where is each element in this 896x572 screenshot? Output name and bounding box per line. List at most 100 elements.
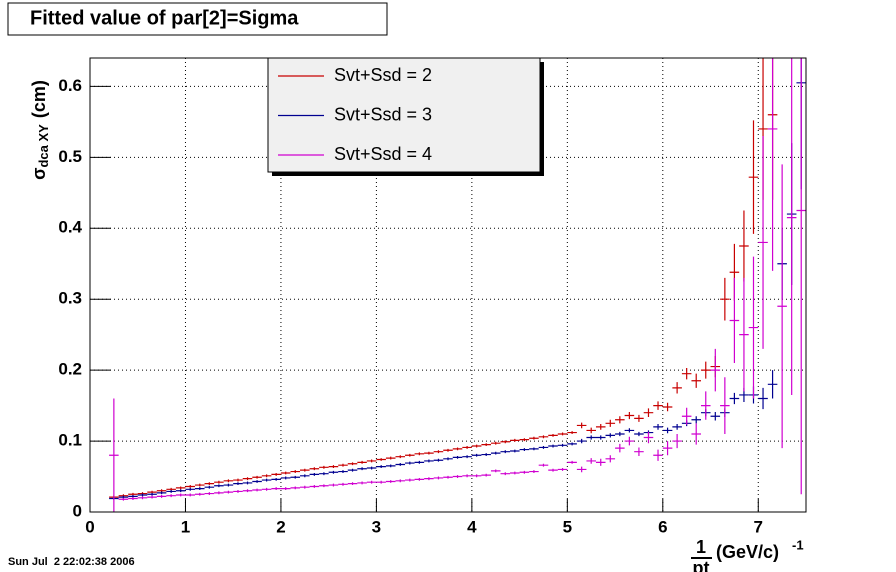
data-point (490, 469, 501, 473)
data-point (443, 457, 453, 461)
data-point (242, 489, 253, 493)
data-point (653, 401, 663, 410)
data-point (252, 475, 262, 479)
data-point (414, 460, 425, 464)
data-point (137, 496, 148, 500)
x-tick-label: 5 (563, 517, 572, 536)
data-point (405, 461, 415, 465)
data-point (376, 458, 386, 461)
data-point (385, 480, 396, 483)
data-point (109, 398, 119, 512)
data-point (233, 490, 243, 493)
data-point (338, 463, 348, 467)
data-point (471, 453, 482, 457)
x-tick-label: 7 (754, 517, 763, 536)
data-point (567, 442, 577, 446)
data-point (481, 453, 491, 456)
data-point (586, 458, 596, 464)
data-point (280, 471, 291, 475)
data-point (376, 480, 386, 484)
data-point (252, 480, 262, 483)
data-point (796, 58, 806, 495)
data-point (185, 485, 196, 488)
data-point (405, 453, 415, 457)
data-point (242, 481, 253, 485)
data-point (500, 472, 511, 476)
data-point (538, 463, 549, 467)
data-point (595, 458, 606, 466)
data-point (643, 431, 654, 444)
data-point (452, 475, 463, 478)
data-point (557, 443, 568, 447)
y-axis-label: σdca XY (cm) (29, 80, 52, 180)
data-point (548, 433, 558, 437)
x-tick-label: 1 (181, 517, 190, 536)
data-point (510, 449, 520, 453)
data-point (156, 491, 167, 495)
data-point (500, 440, 511, 444)
x-tick-label: 0 (85, 517, 94, 536)
data-point (433, 476, 444, 480)
data-point (662, 427, 673, 434)
data-point (615, 431, 625, 437)
data-point (567, 460, 577, 464)
data-point (538, 435, 549, 439)
data-point (510, 471, 520, 475)
data-point (605, 433, 616, 438)
data-point (137, 493, 148, 497)
y-tick-label: 0.5 (58, 147, 82, 166)
data-point (376, 465, 386, 469)
legend-label: Svt+Ssd = 4 (334, 144, 432, 164)
data-point (653, 449, 663, 461)
data-point (204, 492, 215, 495)
data-point (424, 451, 434, 455)
data-point (338, 482, 348, 486)
data-point (500, 450, 511, 454)
data-point (691, 423, 701, 445)
data-point (462, 446, 472, 449)
data-point (519, 448, 530, 451)
data-point (443, 475, 453, 479)
data-point (739, 277, 749, 392)
x-tick-label: 2 (276, 517, 285, 536)
y-label-subscript: dca XY (36, 124, 51, 168)
data-point (166, 490, 176, 493)
y-tick-label: 0 (73, 501, 82, 520)
data-point (548, 444, 558, 448)
data-point (490, 451, 501, 455)
data-point (214, 484, 224, 488)
data-point (319, 472, 329, 476)
data-point (366, 459, 377, 463)
data-point (462, 455, 472, 459)
data-point (328, 470, 339, 474)
data-point (319, 484, 329, 488)
data-point (347, 482, 358, 486)
data-point (548, 468, 558, 472)
data-point (233, 482, 243, 486)
data-point (662, 402, 673, 412)
data-point (758, 387, 768, 410)
data-point (385, 456, 396, 460)
data-point (252, 488, 262, 492)
data-point (615, 443, 625, 453)
timestamp: Sun Jul 2 22:02:38 2006 (8, 556, 135, 568)
data-point (309, 472, 320, 476)
data-point (710, 411, 721, 421)
data-point (147, 492, 157, 496)
data-point (223, 479, 234, 483)
data-point (672, 382, 682, 394)
data-point (519, 470, 530, 474)
plot-area (109, 58, 806, 512)
data-point (605, 455, 616, 463)
data-point (309, 467, 320, 471)
data-point (395, 455, 406, 459)
data-point (595, 435, 606, 440)
data-point (605, 419, 616, 427)
data-point (433, 458, 444, 462)
x-label-denominator: pt (693, 558, 710, 572)
axes: 0 1 2 3 4 5 6 7 0 0.1 0.2 0.3 0.4 0.5 0.6 (58, 76, 763, 537)
data-point (595, 424, 606, 430)
data-point (720, 377, 730, 434)
x-label-exponent: -1 (792, 537, 804, 552)
data-point (672, 433, 682, 449)
